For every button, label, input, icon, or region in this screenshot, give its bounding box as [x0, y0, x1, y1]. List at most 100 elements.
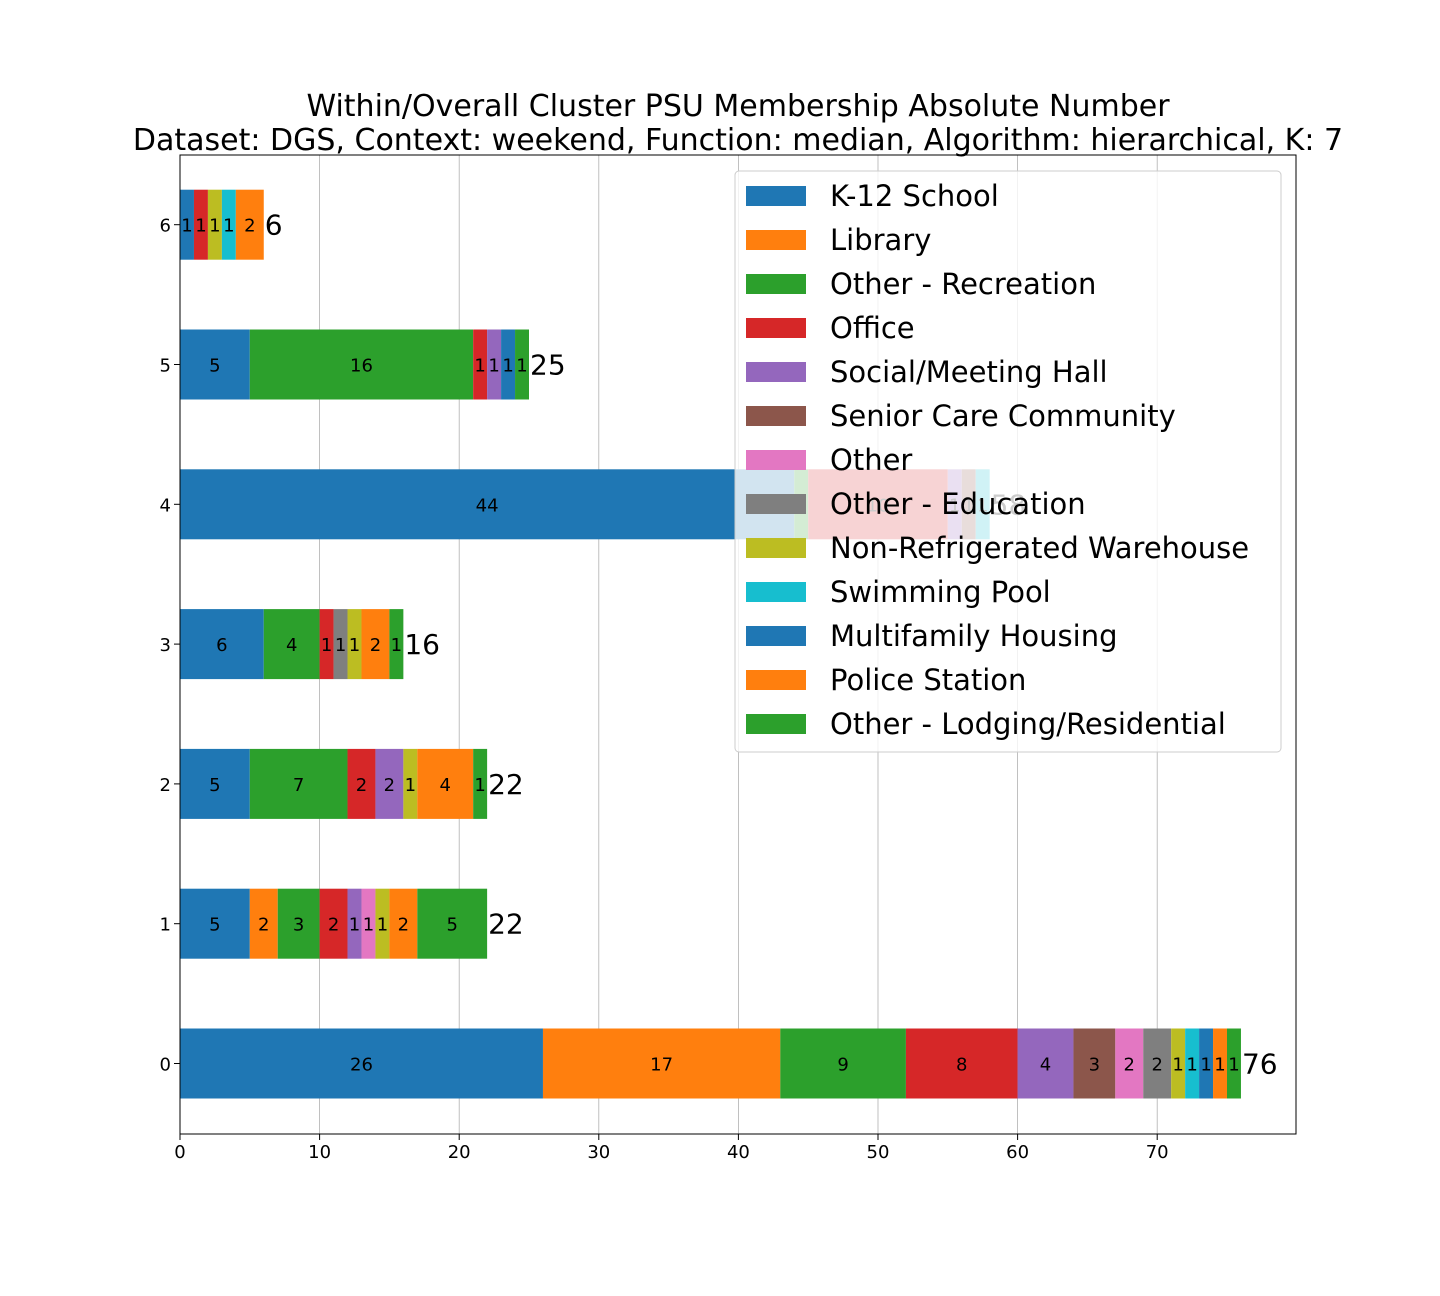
bar-segment: [487, 329, 502, 400]
bar-segment: [389, 888, 418, 959]
y-axis: 0 1 2 3 4 5 6: [160, 216, 180, 1076]
bar-segment-label: 4: [440, 775, 451, 796]
bar-segment: [473, 748, 488, 819]
legend-label: Library: [830, 223, 931, 257]
bar-total-label: 22: [488, 768, 524, 801]
legend-label: Police Station: [830, 663, 1026, 697]
bar-segment-label: 1: [181, 216, 192, 237]
bar-segment-label: 2: [328, 915, 339, 936]
legend-swatch: [746, 714, 806, 734]
bar-segment-label: 3: [293, 915, 304, 936]
y-tick-label: 0: [160, 1055, 171, 1076]
legend-swatch: [746, 406, 806, 426]
legend-label: Multifamily Housing: [830, 619, 1118, 653]
bar-segment: [1017, 1028, 1074, 1099]
bar-segment-label: 1: [363, 915, 374, 936]
bar-segment: [1143, 1028, 1172, 1099]
bar-segment: [180, 748, 250, 819]
legend-label: Senior Care Community: [830, 399, 1176, 433]
bar-segment-label: 1: [391, 635, 402, 656]
bar-segment-label: 3: [1089, 1055, 1100, 1076]
bar-segment: [333, 609, 348, 680]
bar-segment: [249, 888, 278, 959]
bar-segment: [221, 189, 236, 260]
bar-segment: [347, 748, 376, 819]
bar-segment-label: 2: [398, 915, 409, 936]
bar-segment-label: 1: [223, 216, 234, 237]
bar-segment-label: 8: [956, 1055, 967, 1076]
bar-segment-label: 2: [1124, 1055, 1135, 1076]
bar-segment-label: 1: [195, 216, 206, 237]
bar-segment-label: 1: [209, 216, 220, 237]
bar-segment-label: 4: [286, 635, 297, 656]
bar-segment: [542, 1028, 781, 1099]
bar-segment-label: 1: [1172, 1055, 1183, 1076]
bar-segment: [1213, 1028, 1227, 1099]
y-tick-label: 2: [160, 775, 171, 796]
bar-segment: [180, 609, 264, 680]
bar-segment-label: 1: [335, 635, 346, 656]
legend-swatch: [746, 450, 806, 470]
bar-segment-label: 1: [349, 915, 360, 936]
bar-segment: [207, 189, 222, 260]
x-axis: 0 10 20 30 40 50 60 70: [174, 1134, 1169, 1163]
bar-segment-label: 1: [474, 356, 485, 377]
bar-segment-label: 2: [1151, 1055, 1162, 1076]
bar-segment: [501, 329, 516, 400]
y-tick-label: 6: [160, 216, 171, 237]
bar-segment: [361, 609, 390, 680]
x-tick-label: 20: [448, 1142, 471, 1163]
bar-segment: [375, 888, 390, 959]
bar-segment: [235, 189, 264, 260]
bar-segment: [277, 888, 320, 959]
bar-segment-label: 9: [837, 1055, 848, 1076]
bar-segment-label: 5: [209, 356, 220, 377]
bar-segment-label: 1: [377, 915, 388, 936]
bar-segment: [1227, 1028, 1241, 1099]
bar-total-label: 76: [1242, 1048, 1278, 1081]
bar-segment-label: 1: [474, 775, 485, 796]
legend-label: Other - Lodging/Residential: [830, 707, 1226, 741]
legend-swatch: [746, 274, 806, 294]
bar-segment-label: 1: [405, 775, 416, 796]
bar-segment-label: 5: [209, 775, 220, 796]
bar-segment: [1073, 1028, 1116, 1099]
bar-total-label: 25: [530, 349, 566, 382]
bar-segment-label: 1: [488, 356, 499, 377]
x-tick-label: 30: [587, 1142, 610, 1163]
bar-segment: [417, 748, 474, 819]
bar-segment-label: 5: [446, 915, 457, 936]
y-tick-label: 4: [160, 495, 171, 516]
bar-total-label: 6: [265, 209, 283, 242]
bar-segment-label: 7: [293, 775, 304, 796]
legend-label: Non-Refrigerated Warehouse: [830, 531, 1249, 565]
legend-label: Other - Recreation: [830, 267, 1096, 301]
bar-labels: 26 17 9 8 4 3 2 2 1 1 1 1 15 2 3 2 1 1 1 2 55 7 2 2 1 4 16 4 1 1 1 2 144…: [181, 216, 1239, 1076]
bar-segment: [180, 888, 250, 959]
bar-segment: [473, 329, 488, 400]
bar-segment: [375, 748, 404, 819]
bar-segment-label: 5: [209, 915, 220, 936]
x-tick-label: 10: [308, 1142, 331, 1163]
bar-segment: [249, 748, 348, 819]
bar-segment: [1115, 1028, 1144, 1099]
bar-segment-label: 1: [1186, 1055, 1197, 1076]
legend-swatch: [746, 362, 806, 382]
bar-segment-label: 26: [350, 1055, 373, 1076]
bar-segment: [180, 469, 795, 540]
bar-segment-label: 2: [370, 635, 381, 656]
bar-segment-label: 1: [349, 635, 360, 656]
bar-segment-label: 2: [356, 775, 367, 796]
bar-segment: [361, 888, 376, 959]
legend: K-12 School Library Other - Recreation Offi…: [734, 170, 1282, 753]
y-tick-label: 1: [160, 915, 171, 936]
legend-box: [734, 170, 1282, 753]
legend-swatch: [746, 582, 806, 602]
bar-segment-label: 1: [502, 356, 513, 377]
bar-segment: [780, 1028, 906, 1099]
bar-segment: [263, 609, 320, 680]
x-tick-label: 40: [727, 1142, 750, 1163]
bar-segment: [193, 189, 208, 260]
bar-segment-label: 2: [244, 216, 255, 237]
